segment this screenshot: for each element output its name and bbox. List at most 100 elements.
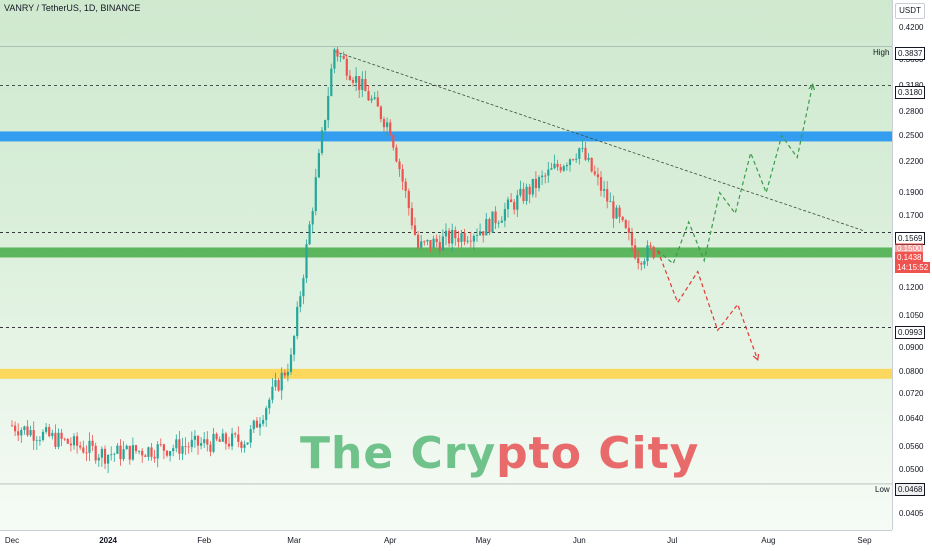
candle-body xyxy=(237,434,240,442)
candle-body xyxy=(525,186,528,202)
candle-body xyxy=(339,56,342,57)
plot-area[interactable] xyxy=(0,0,892,530)
candle-body xyxy=(503,209,506,221)
candle-body xyxy=(249,429,252,443)
candle-body xyxy=(271,386,274,400)
candle-body xyxy=(314,177,317,212)
candle-body xyxy=(23,426,26,431)
candle-body xyxy=(389,122,392,136)
candle-body xyxy=(252,420,255,430)
candle-body xyxy=(510,199,513,203)
projections xyxy=(657,83,815,362)
candle-body xyxy=(420,241,423,248)
tag-countdown: 14:15:52 xyxy=(895,262,931,273)
candle-body xyxy=(134,445,138,452)
high-label: High xyxy=(873,48,890,57)
candle-body xyxy=(376,97,379,107)
time-tick-label: May xyxy=(475,536,491,545)
candle-body xyxy=(550,168,553,170)
candle-body xyxy=(125,445,128,450)
candle-body xyxy=(491,211,494,233)
candle-body xyxy=(193,435,196,440)
candle-body xyxy=(72,436,76,446)
unit-button[interactable]: USDT xyxy=(895,3,925,19)
candle-body xyxy=(596,174,599,178)
candle-body xyxy=(333,49,336,69)
candle-body xyxy=(612,201,615,219)
candle-body xyxy=(320,130,324,154)
candle-body xyxy=(603,189,606,191)
candle-body xyxy=(131,445,134,460)
price-tick-label: 0.0800 xyxy=(899,367,924,377)
candle-body xyxy=(469,240,472,242)
candle-body xyxy=(624,220,627,228)
candle-body xyxy=(119,445,122,460)
candle-body xyxy=(528,186,531,195)
candle-body xyxy=(324,120,327,131)
time-tick-label: Apr xyxy=(383,536,397,545)
candle-body xyxy=(606,189,609,202)
candle-body xyxy=(426,239,429,242)
candle-body xyxy=(568,159,572,166)
candle-body xyxy=(423,241,426,243)
candle-body xyxy=(630,232,634,246)
price-tick-label: 0.3180 xyxy=(899,81,923,91)
candle-body xyxy=(296,306,299,337)
candle-body xyxy=(26,426,29,436)
candle-body xyxy=(209,444,212,452)
candle-body xyxy=(454,229,457,239)
candle-body xyxy=(392,135,395,148)
candle-body xyxy=(475,235,479,236)
price-tick-label: 0.2200 xyxy=(899,157,924,167)
candle-body xyxy=(308,224,311,245)
price-tick-label: 0.2500 xyxy=(899,130,924,140)
candle-body xyxy=(187,446,190,448)
price-tick-label: 0.1700 xyxy=(899,210,924,220)
bullish-projection xyxy=(657,84,814,265)
candle-body xyxy=(562,166,565,171)
candle-body xyxy=(417,234,420,248)
candle-body xyxy=(556,163,559,168)
candle-body xyxy=(652,246,655,258)
candle-body xyxy=(637,258,640,264)
candle-body xyxy=(196,435,200,446)
tag-01569: 0.1569 xyxy=(895,232,926,245)
candle-body xyxy=(206,439,209,445)
candle-body xyxy=(565,165,568,167)
candle-body xyxy=(255,420,258,428)
candle-body xyxy=(531,178,534,195)
zones xyxy=(0,131,892,379)
candle-body xyxy=(627,227,630,233)
candle-body xyxy=(410,208,413,226)
candle-body xyxy=(336,49,339,57)
candle-body xyxy=(593,171,596,175)
candle-body xyxy=(361,78,364,90)
candle-body xyxy=(97,457,100,461)
candle-body xyxy=(519,188,522,196)
candle-body xyxy=(649,245,652,247)
time-axis[interactable] xyxy=(0,530,892,551)
candle-body xyxy=(413,225,417,235)
candle-body xyxy=(258,423,262,428)
candle-body xyxy=(522,188,525,202)
candle-body xyxy=(587,157,590,160)
candle-body xyxy=(224,433,227,444)
watermark-part1: The Cry xyxy=(300,428,497,479)
candle-body xyxy=(575,158,578,160)
price-tick-label: 0.4200 xyxy=(899,22,924,32)
candle-body xyxy=(355,76,358,83)
tag-00993: 0.0993 xyxy=(895,326,926,339)
candle-body xyxy=(165,450,169,456)
candle-body xyxy=(262,419,265,424)
candle-body xyxy=(203,439,206,444)
candle-body xyxy=(395,147,398,162)
candle-body xyxy=(110,454,113,456)
candle-body xyxy=(435,238,438,243)
candle-body xyxy=(407,190,410,209)
candle-body xyxy=(190,439,193,448)
candle-body xyxy=(286,372,289,376)
time-tick-label: Mar xyxy=(287,536,301,545)
candle-body xyxy=(280,372,283,391)
candle-body xyxy=(147,447,150,457)
